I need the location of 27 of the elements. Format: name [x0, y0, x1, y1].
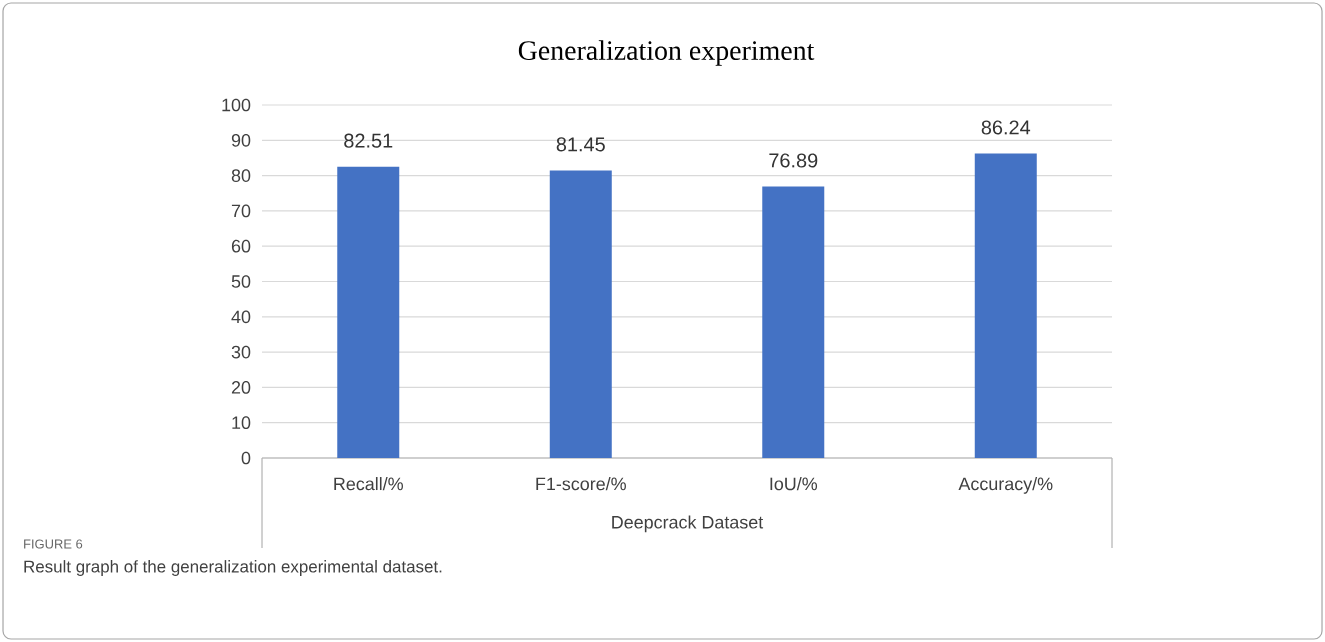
y-tick-label: 50: [231, 275, 251, 288]
data-label: 81.45: [556, 137, 605, 152]
data-label: 86.24: [981, 120, 1031, 135]
y-tick-label: 10: [232, 416, 251, 430]
bar: [337, 166, 400, 458]
chart-title: Generalization experiment: [518, 40, 815, 66]
y-tick-label: 100: [222, 98, 251, 112]
y-tick-label: 60: [231, 239, 251, 253]
text: Result graph of the generalization experimental dataset.: [24, 560, 442, 576]
x-axis-title: Deepcrack Dataset: [612, 515, 764, 533]
x-tick-label: F1-score/%: [536, 477, 626, 491]
caption: FIGURE 6: [24, 539, 83, 549]
y-tick-label: 40: [231, 310, 251, 324]
data-label: 76.89: [769, 153, 818, 168]
bar: [549, 170, 612, 458]
x-tick-label: IoU/%: [770, 477, 818, 491]
y-tick-label: 0: [241, 451, 251, 465]
bar: [762, 186, 825, 458]
y-tick-label: 80: [231, 169, 251, 182]
y-tick-label: 70: [231, 204, 251, 218]
bar: [974, 153, 1037, 458]
y-tick-label: 20: [231, 381, 251, 394]
y-tick-label: 30: [231, 345, 251, 359]
data-label: 82.51: [344, 133, 393, 148]
x-tick-label: Accuracy/%: [958, 477, 1053, 494]
y-tick-label: 90: [231, 133, 251, 147]
x-tick-label: Recall/%: [334, 477, 403, 491]
